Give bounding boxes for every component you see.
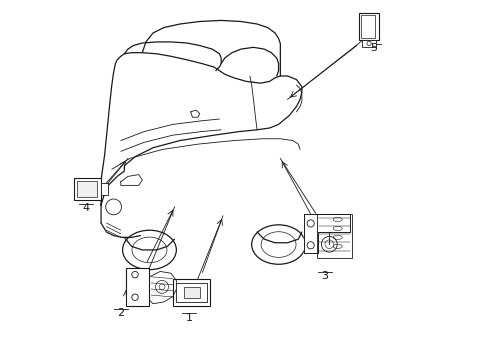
Text: 2: 2: [117, 309, 124, 318]
Bar: [101, 183, 107, 195]
Bar: [360, 15, 375, 39]
Bar: [176, 283, 206, 302]
Bar: [362, 40, 375, 46]
Bar: [77, 181, 97, 197]
Text: 3: 3: [321, 271, 328, 282]
Bar: [126, 268, 149, 306]
Bar: [359, 13, 378, 40]
Bar: [74, 178, 101, 200]
Bar: [316, 214, 351, 258]
Bar: [183, 287, 199, 298]
Text: 4: 4: [82, 203, 89, 213]
Text: 1: 1: [185, 313, 192, 323]
Polygon shape: [303, 214, 349, 253]
Text: 5: 5: [369, 43, 376, 53]
Bar: [172, 279, 210, 306]
